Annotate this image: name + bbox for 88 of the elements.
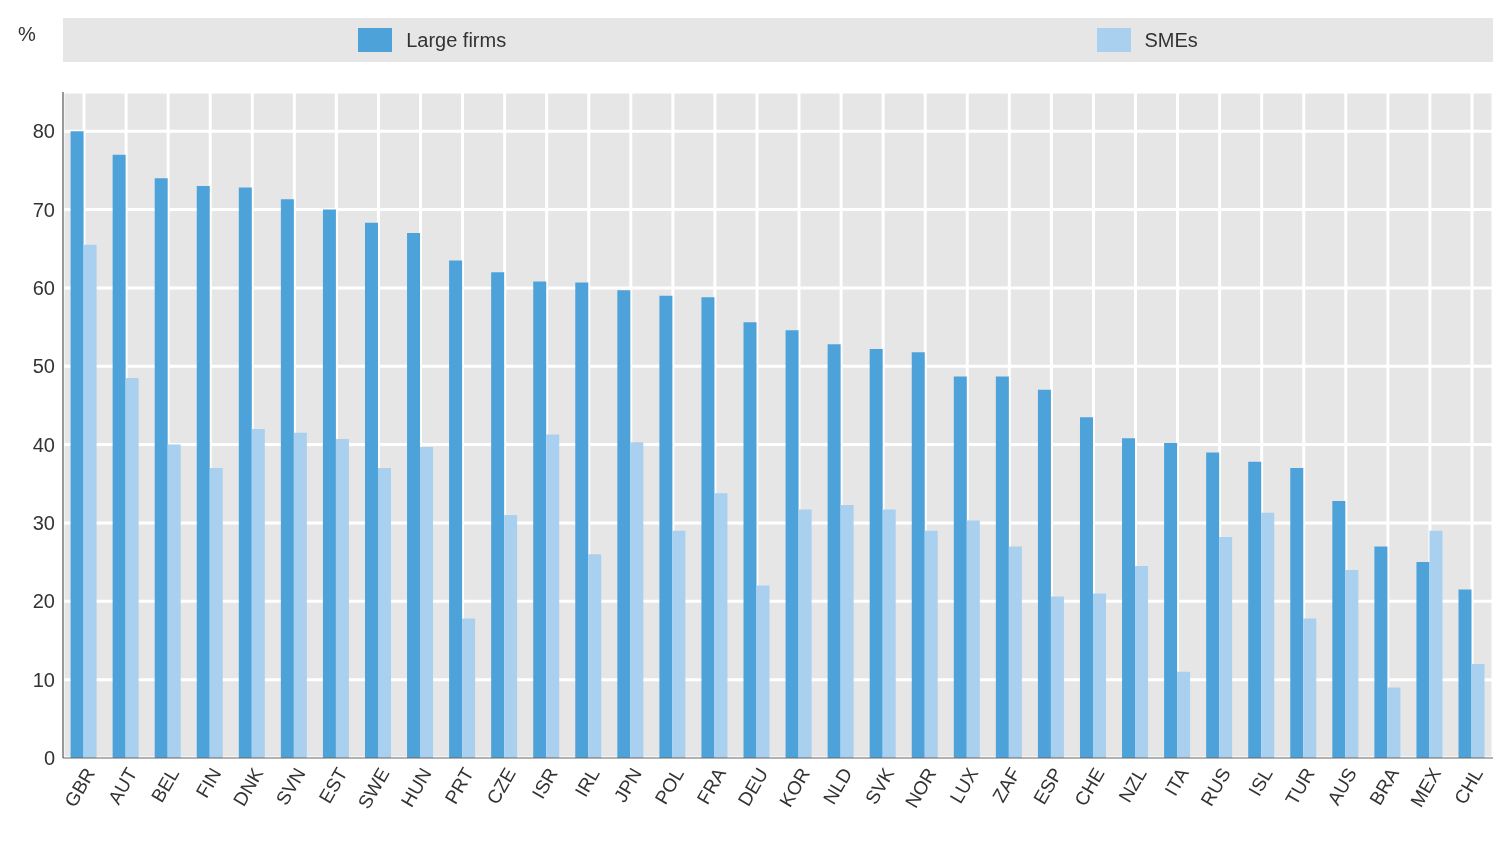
bar <box>1374 546 1388 758</box>
bar <box>364 222 378 758</box>
bar <box>1037 389 1051 758</box>
bar <box>756 585 770 758</box>
bar <box>659 295 673 758</box>
bar <box>491 272 505 758</box>
bar <box>1290 468 1304 758</box>
y-tick-label: 0 <box>43 747 55 770</box>
bar <box>617 290 631 758</box>
bar <box>743 322 757 758</box>
bar <box>1079 417 1093 758</box>
bar <box>1164 443 1178 758</box>
bar <box>449 260 463 758</box>
x-tick-label: ISL <box>1244 764 1277 800</box>
bar <box>251 428 265 758</box>
y-tick-label: 70 <box>32 198 55 221</box>
bar <box>154 178 168 758</box>
x-tick-label: CHL <box>1449 764 1488 808</box>
x-tick-label: ISR <box>527 764 562 803</box>
bar <box>377 468 391 758</box>
bar <box>1345 569 1359 758</box>
legend-label: Large firms <box>405 28 507 52</box>
legend-label: SMEs <box>1143 28 1198 52</box>
bar <box>1092 593 1106 758</box>
bar <box>1122 438 1136 758</box>
bar <box>1303 618 1317 758</box>
bar <box>911 352 925 758</box>
bar <box>827 344 841 758</box>
bar <box>546 434 560 758</box>
bar <box>533 281 547 758</box>
bar <box>575 282 589 758</box>
bar <box>238 187 252 758</box>
bar <box>70 131 84 758</box>
bar <box>869 349 883 758</box>
bar <box>672 530 686 758</box>
bar <box>785 330 799 758</box>
bar <box>798 509 812 758</box>
x-tick-label: IRL <box>570 764 604 801</box>
bar <box>840 504 854 758</box>
bar <box>1248 461 1262 758</box>
bar <box>701 297 715 758</box>
y-axis-title: % <box>18 23 36 46</box>
bar <box>1387 687 1401 758</box>
y-tick-label: 50 <box>32 355 55 378</box>
bar <box>714 493 728 758</box>
bar <box>125 377 139 758</box>
bar <box>1050 596 1064 758</box>
x-tick-label: BEL <box>147 764 184 806</box>
bar <box>335 439 349 758</box>
bar <box>882 509 896 758</box>
bar <box>1471 663 1485 758</box>
bar <box>1177 671 1191 758</box>
bar <box>630 442 644 758</box>
bar <box>1008 546 1022 758</box>
y-tick-label: 40 <box>32 433 55 456</box>
bar <box>293 432 307 758</box>
x-tick-label: NZL <box>1114 764 1151 806</box>
x-tick-label: ITA <box>1160 763 1193 800</box>
bar <box>1458 589 1472 758</box>
bar <box>420 446 434 758</box>
bar <box>504 515 518 758</box>
bar <box>966 520 980 758</box>
bar <box>462 618 476 758</box>
bar <box>995 376 1009 758</box>
bar <box>322 209 336 758</box>
bar <box>1429 530 1443 758</box>
bar <box>1135 566 1149 758</box>
bar <box>167 444 181 758</box>
bar <box>924 530 938 758</box>
y-tick-label: 20 <box>32 590 55 613</box>
bar <box>280 199 294 758</box>
y-tick-label: 80 <box>32 120 55 143</box>
bar <box>196 186 210 758</box>
bar <box>1261 512 1275 758</box>
bar <box>83 244 97 758</box>
y-tick-label: 60 <box>32 276 55 299</box>
bar <box>1206 452 1220 758</box>
y-tick-label: 30 <box>32 512 55 535</box>
bar <box>588 554 602 758</box>
x-tick-label: FIN <box>191 764 226 802</box>
bar <box>953 376 967 758</box>
bar <box>1416 562 1430 758</box>
bar <box>1332 501 1346 758</box>
bar <box>1219 537 1233 758</box>
bar <box>112 154 126 758</box>
y-tick-label: 10 <box>32 668 55 691</box>
bar <box>407 233 421 758</box>
bar <box>209 468 223 758</box>
